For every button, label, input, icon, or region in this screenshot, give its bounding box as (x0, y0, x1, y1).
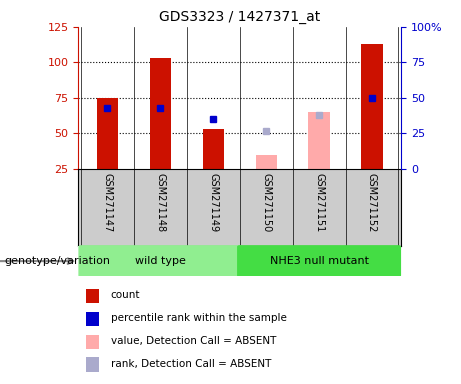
Bar (361, 44, 383, 169)
Bar (87, 289, 100, 303)
Bar (308, 112, 330, 169)
Bar (87, 334, 100, 349)
Title: GDS3323 / 1427371_at: GDS3323 / 1427371_at (159, 10, 320, 25)
Text: NHE3 null mutant: NHE3 null mutant (270, 256, 369, 266)
Bar (150, 58, 171, 169)
Text: rank, Detection Call = ABSENT: rank, Detection Call = ABSENT (111, 359, 271, 369)
Text: count: count (111, 290, 140, 300)
Text: wild type: wild type (135, 256, 186, 266)
Bar (87, 312, 100, 326)
Text: value, Detection Call = ABSENT: value, Detection Call = ABSENT (111, 336, 276, 346)
Bar (97, 98, 118, 169)
Text: GSM271150: GSM271150 (261, 173, 271, 232)
Text: genotype/variation: genotype/variation (5, 256, 111, 266)
FancyBboxPatch shape (237, 245, 401, 277)
Bar (87, 358, 100, 372)
Text: GSM271151: GSM271151 (314, 173, 324, 232)
Text: GSM271148: GSM271148 (155, 173, 165, 232)
Bar (255, 155, 277, 169)
Text: GSM271147: GSM271147 (102, 173, 112, 232)
Bar (203, 129, 224, 169)
FancyBboxPatch shape (78, 245, 242, 277)
Text: percentile rank within the sample: percentile rank within the sample (111, 313, 287, 323)
Text: GSM271149: GSM271149 (208, 173, 218, 232)
Text: GSM271152: GSM271152 (367, 173, 377, 232)
